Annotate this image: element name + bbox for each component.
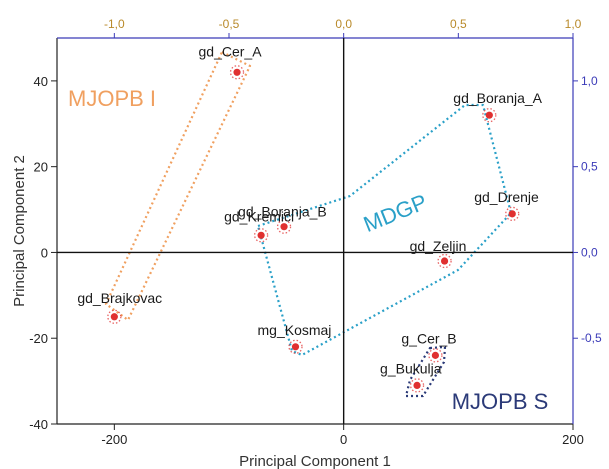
data-point-halo <box>482 108 497 123</box>
data-point-halo <box>505 206 520 221</box>
data-point-halo <box>428 348 443 363</box>
data-point-halo <box>409 378 425 393</box>
x-tick-label: -200 <box>101 432 127 447</box>
data-point <box>413 381 421 389</box>
x-axis-title: Principal Component 1 <box>239 453 391 469</box>
point-label: gd_Drenje <box>474 189 539 205</box>
point-label: gd_Zeljin <box>410 238 467 254</box>
y-tick-label: 0 <box>41 245 48 260</box>
y-tick-label: -20 <box>29 331 48 346</box>
right-tick-label: 0,0 <box>581 245 598 259</box>
data-point <box>485 111 493 119</box>
point-label: gd_Kremici <box>224 208 294 224</box>
data-point <box>110 313 118 321</box>
point-label: gd_Brajkovac <box>77 290 162 306</box>
right-tick-label: -0,5 <box>581 331 602 345</box>
y-tick-label: 40 <box>34 74 48 89</box>
point-label: g_Bukulja <box>380 360 442 376</box>
x-tick-label: 200 <box>562 432 584 447</box>
data-point <box>440 257 449 265</box>
data-point <box>291 343 300 351</box>
data-point <box>233 68 241 76</box>
group-outline <box>256 103 513 357</box>
group-outline <box>404 345 447 398</box>
group-outline <box>104 50 252 322</box>
top-tick-label: 1,0 <box>565 17 582 31</box>
y-axis-title: Principal Component 2 <box>11 155 28 307</box>
data-point-halo <box>229 65 245 80</box>
right-tick-label: 1,0 <box>581 74 598 88</box>
y-tick-label: -40 <box>29 417 48 432</box>
top-tick-label: -0,5 <box>219 17 240 31</box>
y-tick-label: 20 <box>34 160 48 175</box>
top-tick-label: -1,0 <box>104 17 125 31</box>
point-label: gd_Boranja_A <box>453 90 542 106</box>
data-point <box>257 231 265 239</box>
group-label: MJOPB S <box>452 389 549 414</box>
data-point-halo <box>437 253 452 269</box>
point-label: gd_Cer_A <box>199 43 263 59</box>
point-label: gd_Boranja_B <box>238 204 327 220</box>
group-label: MJOPB I <box>68 86 156 111</box>
top-tick-label: 0,5 <box>450 17 467 31</box>
point-label: mg_Kosmaj <box>258 322 332 338</box>
top-tick-label: 0,0 <box>335 17 352 31</box>
data-point-halo <box>288 339 303 354</box>
data-point <box>508 210 516 218</box>
point-label: g_Cer_B <box>401 330 456 346</box>
right-tick-label: 0,5 <box>581 160 598 174</box>
data-point-halo <box>276 219 292 234</box>
data-point <box>431 351 439 359</box>
data-point <box>280 223 288 231</box>
data-point-halo <box>107 309 122 324</box>
x-tick-label: 0 <box>340 432 347 447</box>
data-point-halo <box>253 228 269 243</box>
